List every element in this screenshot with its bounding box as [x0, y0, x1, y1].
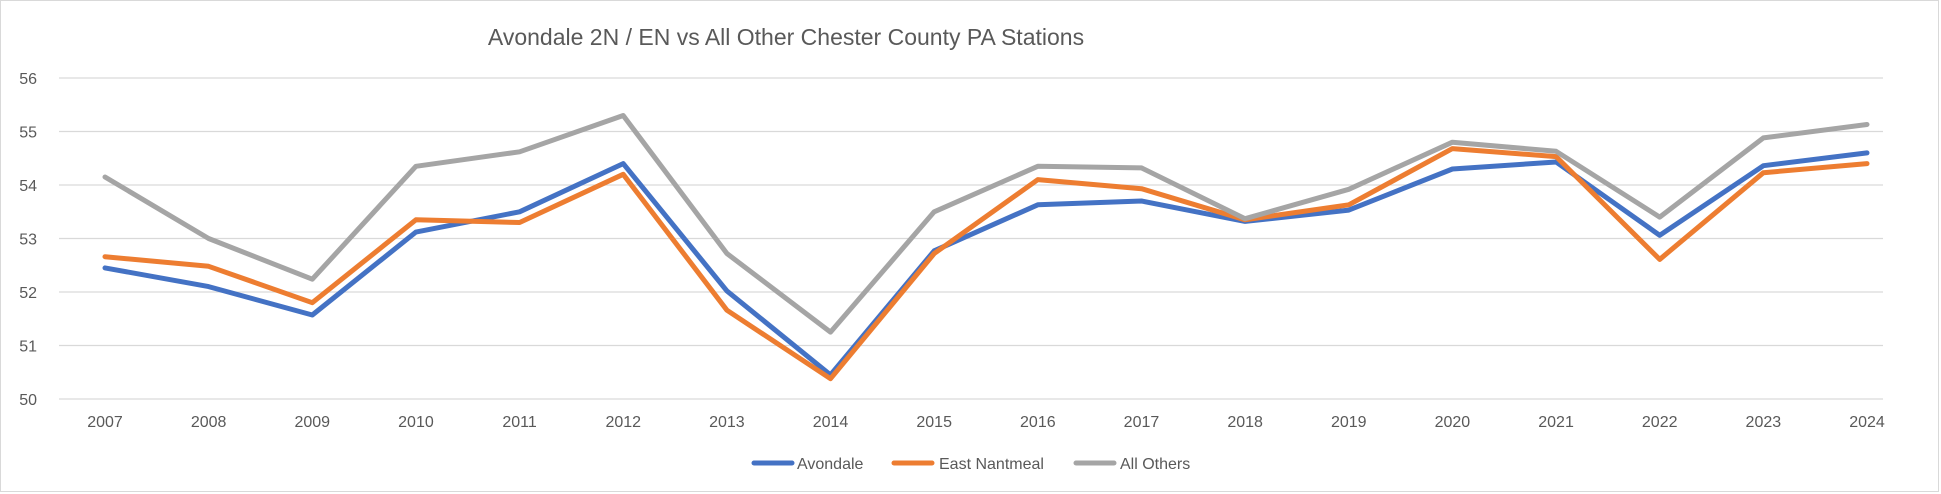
y-tick-label: 50: [19, 392, 37, 409]
x-tick-label: 2018: [1227, 414, 1263, 431]
y-tick-label: 53: [19, 232, 37, 249]
series-line-east-nantmeal: [102, 146, 1870, 382]
y-tick-label: 54: [19, 178, 37, 195]
x-tick-label: 2016: [1020, 414, 1056, 431]
y-tick-label: 55: [19, 125, 37, 142]
x-tick-label: 2007: [87, 414, 123, 431]
x-tick-label: 2015: [916, 414, 952, 431]
x-tick-label: 2022: [1642, 414, 1678, 431]
x-tick-label: 2012: [605, 414, 641, 431]
x-tick-label: 2021: [1538, 414, 1574, 431]
x-axis-ticks: 2007 2008 2009 2010 2011 2012 2013 2014 2015 2016…: [87, 414, 1885, 431]
chart-title: Avondale 2N / EN vs All Other Chester Co…: [488, 24, 1084, 50]
x-tick-label: 2017: [1124, 414, 1160, 431]
x-tick-label: 2013: [709, 414, 745, 431]
x-tick-label: 2024: [1849, 414, 1885, 431]
x-tick-label: 2008: [191, 414, 227, 431]
x-tick-label: 2009: [294, 414, 330, 431]
y-axis-ticks: 50 51 52 53 54 55 56: [19, 71, 37, 409]
series-line-all-others: [102, 113, 1870, 335]
legend-label-all-others: All Others: [1120, 456, 1190, 473]
gridlines: [59, 77, 1883, 400]
y-tick-label: 51: [19, 339, 37, 356]
x-tick-label: 2023: [1746, 414, 1782, 431]
x-tick-label: 2010: [398, 414, 434, 431]
y-tick-label: 56: [19, 71, 37, 88]
legend-label-east-nantmeal: East Nantmeal: [939, 456, 1044, 473]
legend-label-avondale: Avondale: [797, 456, 864, 473]
x-tick-label: 2014: [813, 414, 849, 431]
legend: Avondale East Nantmeal All Others: [751, 456, 1190, 473]
series-line-avondale: [102, 150, 1870, 378]
x-tick-label: 2020: [1435, 414, 1471, 431]
y-tick-label: 52: [19, 285, 37, 302]
x-tick-label: 2019: [1331, 414, 1367, 431]
series-lines: [102, 113, 1870, 382]
x-tick-label: 2011: [502, 414, 537, 431]
